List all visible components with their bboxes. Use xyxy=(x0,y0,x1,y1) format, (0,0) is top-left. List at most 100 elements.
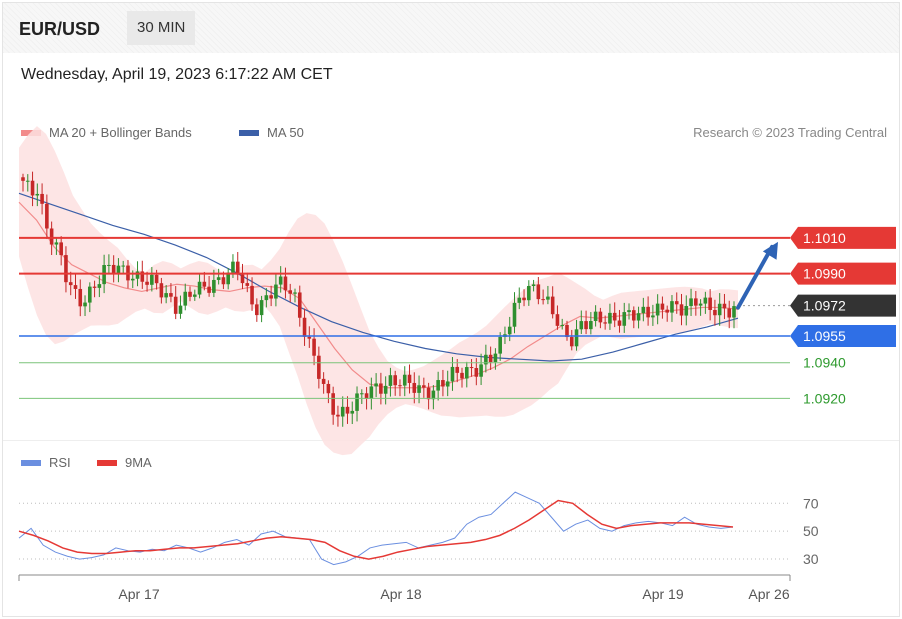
candle-body xyxy=(631,310,636,321)
candle-body xyxy=(197,281,202,295)
candle-body xyxy=(312,338,316,356)
candle-body xyxy=(297,292,302,318)
candle-body xyxy=(569,337,574,347)
candle-body xyxy=(68,282,73,286)
candle-body xyxy=(694,298,698,306)
rsi-tick-label: 50 xyxy=(803,523,819,539)
candle-body xyxy=(183,291,188,306)
candle-body xyxy=(231,261,235,273)
candle-body xyxy=(25,180,30,182)
candle-body xyxy=(302,317,307,337)
candle-body xyxy=(340,406,345,417)
candle-body xyxy=(565,324,569,338)
candle-body xyxy=(369,386,374,399)
candle-body xyxy=(45,203,49,229)
candle-body xyxy=(130,278,135,281)
candle-body xyxy=(398,385,402,387)
ma50-line xyxy=(18,192,739,362)
time-axis-label: Apr 26 xyxy=(748,586,789,602)
candle-body xyxy=(622,312,627,326)
candle-body xyxy=(584,321,588,330)
rsi-tick-label: 70 xyxy=(803,495,819,511)
bollinger-band xyxy=(19,126,738,456)
candle-body xyxy=(293,292,297,294)
candle-body xyxy=(336,414,340,417)
candle-body xyxy=(488,354,493,363)
candle-body xyxy=(59,242,63,256)
candle-body xyxy=(469,367,474,369)
candle-body xyxy=(670,301,674,313)
candle-body xyxy=(274,284,278,299)
candle-body xyxy=(713,309,717,316)
rsi-line xyxy=(18,491,734,566)
forecast-arrow-shaft xyxy=(736,244,774,310)
candle-body xyxy=(684,306,689,316)
legend-ma20-label: MA 20 + Bollinger Bands xyxy=(49,125,192,140)
level-label-pivot: 1.0955 xyxy=(803,328,846,344)
candle-body xyxy=(474,368,479,377)
candle-body xyxy=(379,383,383,394)
candle-body xyxy=(722,303,727,309)
candle-body xyxy=(479,364,483,377)
candle-body xyxy=(307,336,312,339)
candle-body xyxy=(245,283,250,286)
candle-body xyxy=(73,285,78,289)
candle-body xyxy=(374,383,378,387)
candle-body xyxy=(235,261,240,275)
candle-body xyxy=(450,366,455,382)
legend-ma50: MA 50 xyxy=(239,125,304,140)
candle-body xyxy=(21,177,25,181)
candle-body xyxy=(278,276,283,285)
legend-9ma-swatch xyxy=(97,459,117,466)
candle-body xyxy=(54,242,59,245)
candle-body xyxy=(326,383,331,394)
candle-body xyxy=(689,298,693,307)
rsi-9ma-line xyxy=(18,499,734,560)
time-axis-label: Apr 18 xyxy=(380,586,421,602)
level-tag-resistance xyxy=(790,226,896,249)
candle-body xyxy=(460,372,464,379)
candle-body xyxy=(192,294,197,297)
candle-body xyxy=(517,297,522,303)
candle-body xyxy=(140,271,145,282)
candle-body xyxy=(426,387,431,400)
candle-body xyxy=(111,264,116,274)
candle-body xyxy=(317,355,321,379)
symbol-title: EUR/USD xyxy=(19,19,101,39)
candle-body xyxy=(445,381,450,387)
candle-body xyxy=(402,374,407,386)
candle-body xyxy=(603,322,607,324)
level-label-current: 1.0972 xyxy=(803,298,846,314)
candle-body xyxy=(221,277,226,285)
candle-body xyxy=(40,193,44,204)
candle-body xyxy=(255,304,259,316)
panel-divider xyxy=(3,440,899,441)
candle-body xyxy=(116,265,121,274)
candle-body xyxy=(49,228,54,245)
candle-body xyxy=(388,375,393,386)
candle-body xyxy=(627,310,631,313)
candle-body xyxy=(717,303,722,316)
timeframe-button[interactable]: 30 MIN xyxy=(127,11,196,45)
candle-body xyxy=(393,375,398,386)
legend-rsi-swatch xyxy=(21,459,41,466)
candle-body xyxy=(107,264,111,266)
candle-body xyxy=(269,295,273,299)
candle-body xyxy=(612,312,617,321)
candle-body xyxy=(708,297,712,310)
candle-body xyxy=(88,286,92,303)
candle-body xyxy=(364,393,369,399)
candle-body xyxy=(522,297,526,301)
candle-body xyxy=(617,320,622,326)
timestamp: Wednesday, April 19, 2023 6:17:22 AM CET xyxy=(21,66,333,83)
candle-body xyxy=(345,406,350,414)
candle-body xyxy=(188,291,192,297)
candle-body xyxy=(212,279,216,293)
legend-ma50-swatch xyxy=(239,129,259,136)
level-label-resistance: 1.0990 xyxy=(803,266,846,282)
candle-body xyxy=(641,306,646,314)
candle-body xyxy=(531,284,536,286)
candle-body xyxy=(560,324,565,326)
candle-body xyxy=(555,314,560,326)
